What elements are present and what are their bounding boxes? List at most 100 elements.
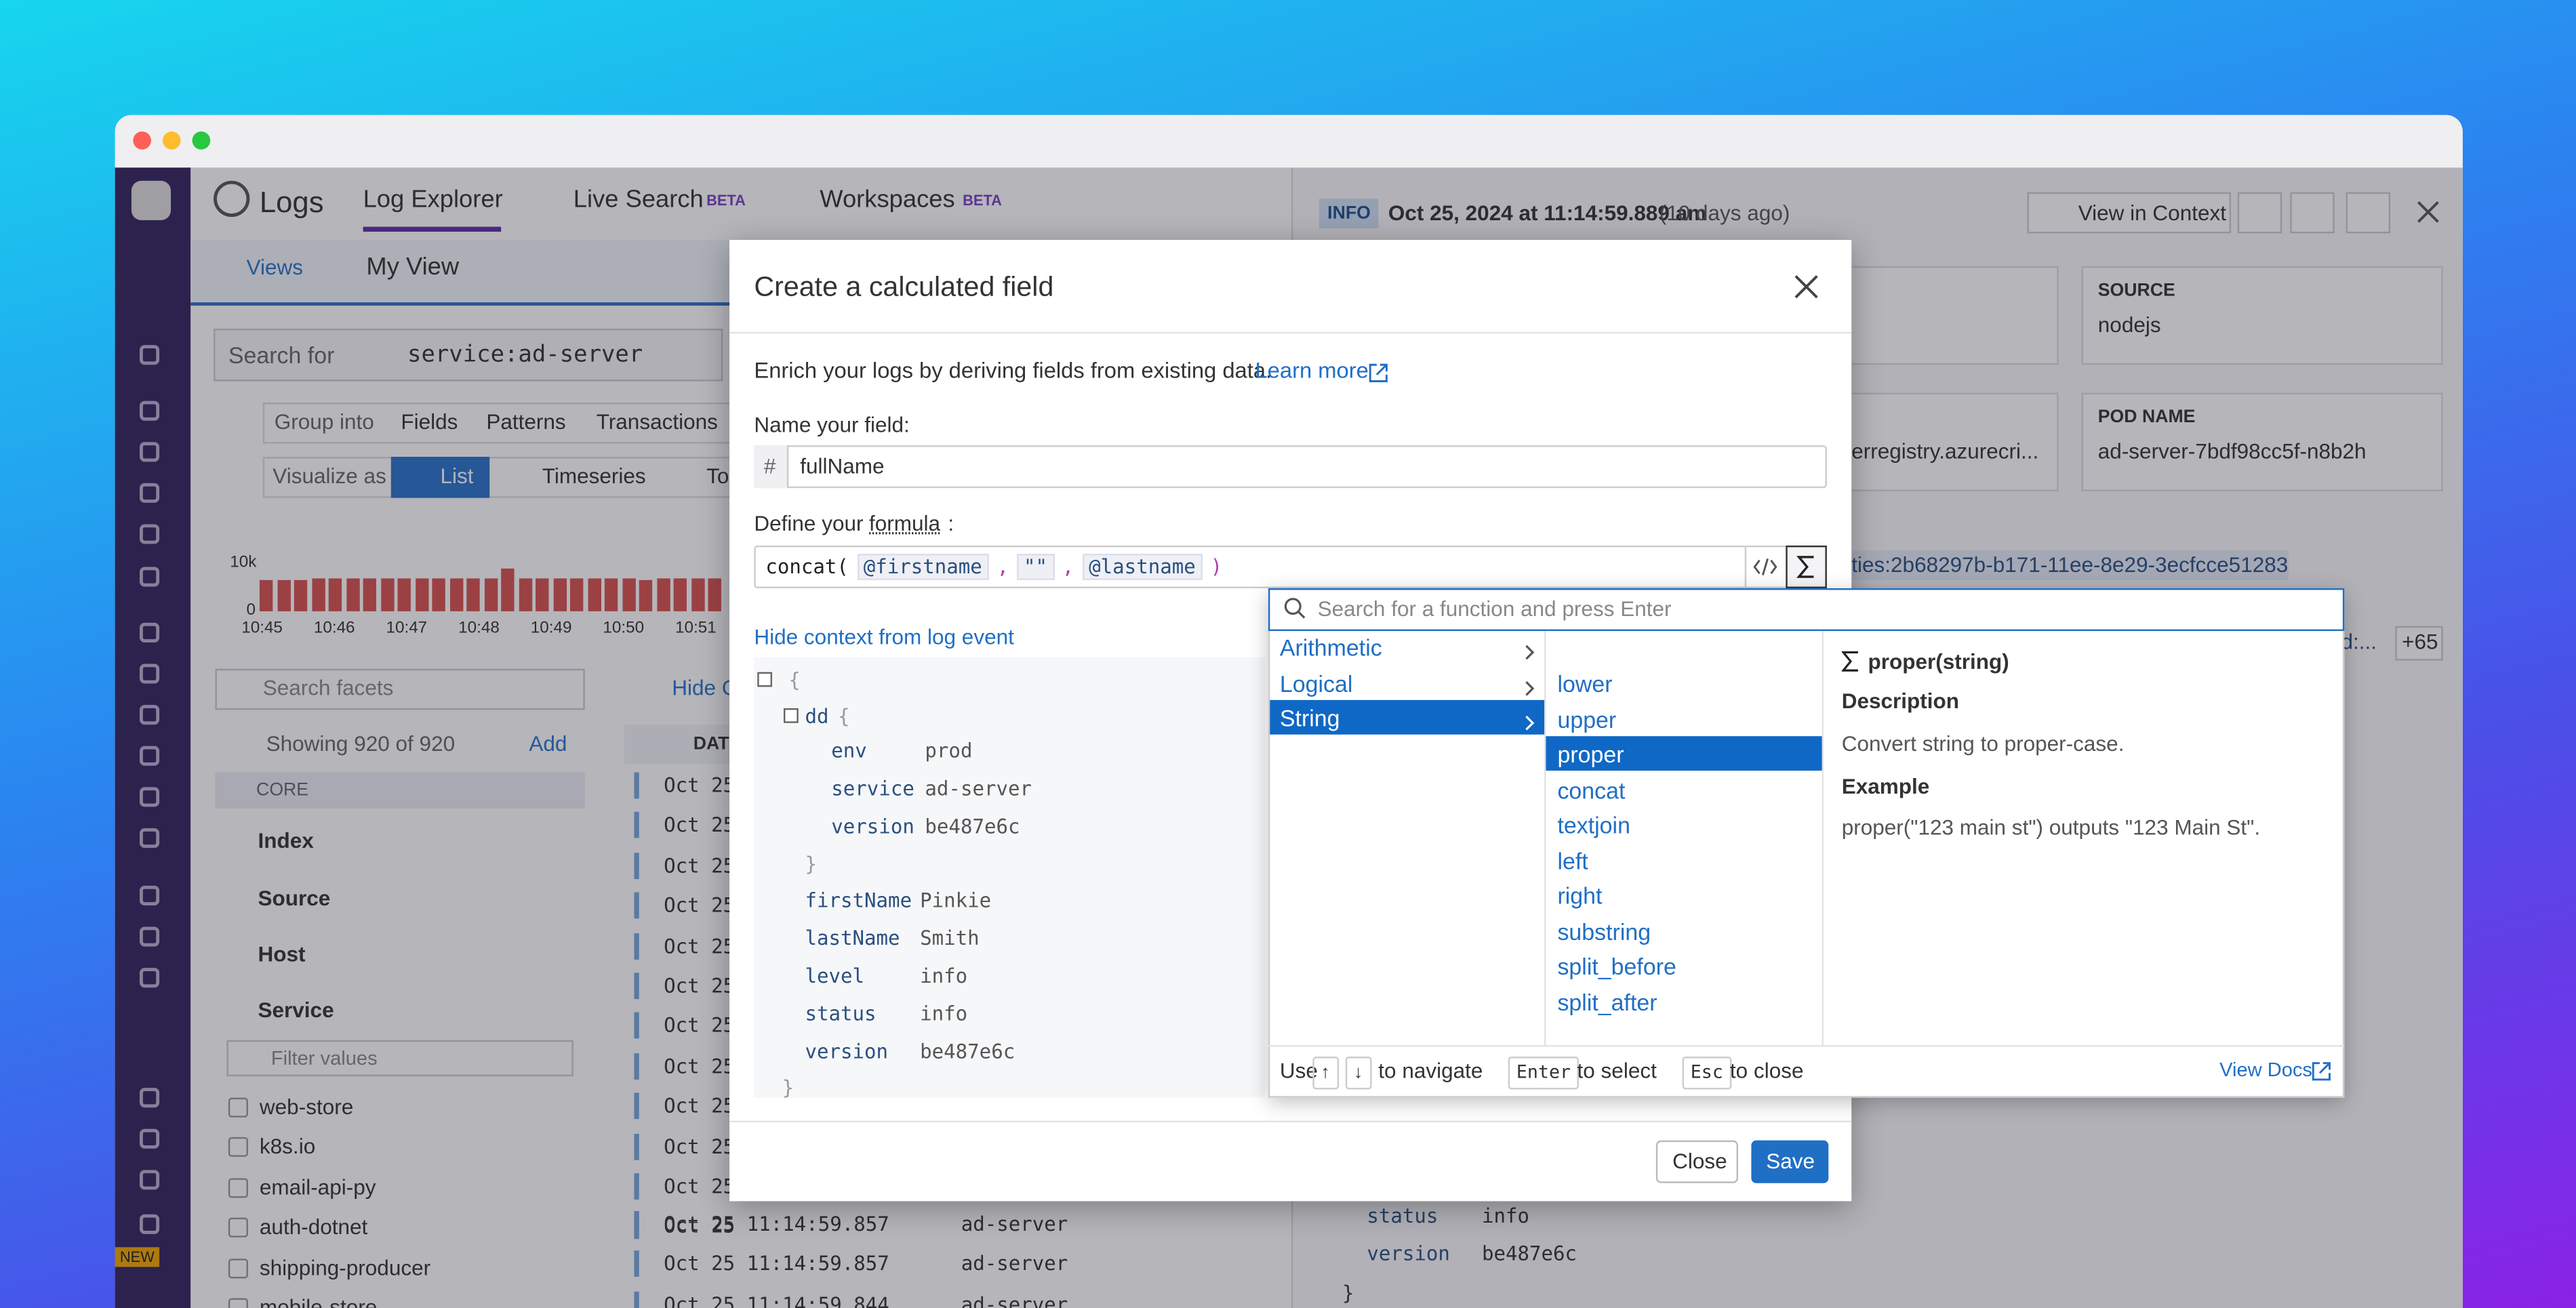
close-button[interactable] <box>1655 1140 1739 1183</box>
tag[interactable]: ties:2b68297b-b171-11ee-8e29-3ecfcce5128… <box>1851 550 2289 580</box>
nav-icon[interactable] <box>139 926 160 947</box>
viz-tab[interactable]: List <box>440 463 474 489</box>
nav-icon[interactable] <box>139 524 160 544</box>
learn-more-link[interactable]: Learn more <box>1255 358 1369 383</box>
function[interactable]: left <box>1557 846 1588 874</box>
category[interactable]: String <box>1279 705 1340 731</box>
service-facet[interactable]: shipping-producer <box>259 1254 431 1280</box>
function[interactable]: substring <box>1557 918 1651 944</box>
facet-group[interactable]: Host <box>258 941 306 966</box>
service-facet[interactable]: email-api-py <box>259 1174 376 1200</box>
function[interactable]: split_before <box>1557 953 1676 980</box>
chevron <box>1525 710 1536 731</box>
view-name[interactable]: My View <box>366 253 460 281</box>
viz-tab[interactable]: Timeseries <box>542 463 646 489</box>
nav-icon[interactable] <box>139 885 160 905</box>
checkbox[interactable] <box>228 1177 248 1198</box>
nav-tab[interactable]: Log Explorer <box>363 185 503 214</box>
search-icon <box>1284 598 1306 619</box>
more-tags-button[interactable] <box>2395 626 2443 661</box>
service-facet[interactable]: web-store <box>259 1094 354 1120</box>
checkbox[interactable] <box>228 1137 248 1158</box>
tag[interactable]: d:... <box>2341 629 2377 654</box>
nav-icon[interactable] <box>139 745 160 766</box>
facet-group[interactable]: Source <box>258 885 331 911</box>
name-input[interactable] <box>754 445 1827 489</box>
nav-tab[interactable]: Live Search <box>573 185 704 214</box>
new-badge: NEW <box>115 1247 160 1267</box>
log-date: Oct 25 <box>664 1095 736 1118</box>
checkbox[interactable] <box>228 1097 248 1118</box>
window-dot[interactable] <box>192 131 211 150</box>
function[interactable]: upper <box>1557 706 1617 733</box>
status-bar <box>634 1291 639 1308</box>
checkbox[interactable] <box>228 1298 248 1308</box>
log-date: Oct 25 11:14:59.857 <box>664 1252 889 1276</box>
function[interactable]: right <box>1557 882 1603 909</box>
histogram-bar <box>346 579 359 611</box>
facet-group[interactable]: Service <box>258 997 334 1023</box>
nav-icon[interactable] <box>139 401 160 421</box>
icon-button[interactable] <box>2237 192 2282 234</box>
nav-icon[interactable] <box>139 663 160 684</box>
function-search[interactable] <box>1268 588 2345 632</box>
hide-columns[interactable]: Hide C <box>672 675 738 700</box>
nav-icon[interactable] <box>139 1088 160 1108</box>
search-bar[interactable] <box>214 328 723 382</box>
category[interactable]: Logical <box>1279 670 1353 696</box>
function[interactable]: textjoin <box>1557 811 1630 838</box>
viz-tab[interactable]: To <box>706 463 729 489</box>
category[interactable]: Arithmetic <box>1279 634 1382 661</box>
nav-icon[interactable] <box>139 442 160 462</box>
function[interactable]: lower <box>1557 670 1613 697</box>
views-button[interactable]: Views <box>246 254 304 280</box>
nav-icon[interactable] <box>139 483 160 503</box>
icon-button[interactable] <box>2346 192 2391 234</box>
add-facet[interactable]: Add <box>529 731 567 756</box>
modal-title: Create a calculated field <box>754 271 1054 303</box>
checkbox[interactable] <box>228 1218 248 1238</box>
histogram-bar <box>380 579 394 611</box>
service-facet[interactable]: mobile-store <box>259 1294 378 1308</box>
collapse-toggle[interactable] <box>757 672 773 687</box>
facet-filter[interactable] <box>226 1040 573 1077</box>
json-value: Smith <box>920 926 980 950</box>
group-tab[interactable]: Patterns <box>486 409 566 434</box>
view-docs-link[interactable]: View Docs <box>2219 1058 2312 1082</box>
window-dot[interactable] <box>162 131 181 150</box>
icon-button[interactable] <box>2290 192 2335 234</box>
nav-icon[interactable] <box>139 622 160 643</box>
service-facet[interactable]: auth-dotnet <box>259 1214 368 1240</box>
hint: to select <box>1577 1058 1657 1083</box>
nav-icon[interactable] <box>139 1128 160 1149</box>
service-facet[interactable]: k8s.io <box>259 1134 316 1160</box>
nav-icon[interactable] <box>139 787 160 807</box>
checkbox[interactable] <box>228 1258 248 1278</box>
search-icon <box>1283 596 1308 621</box>
nav-icon[interactable] <box>139 345 160 365</box>
context-button[interactable] <box>2027 192 2232 234</box>
nav-icon[interactable] <box>139 828 160 849</box>
histogram-bar <box>466 577 480 611</box>
group-tab[interactable]: Fields <box>401 409 458 434</box>
nav-icon[interactable] <box>139 1214 160 1234</box>
nav-icon[interactable] <box>139 1170 160 1190</box>
code-button[interactable] <box>1744 545 1786 589</box>
group-tab[interactable]: Transactions <box>596 409 718 434</box>
nav-icon[interactable] <box>139 705 160 725</box>
histogram-bar <box>622 579 635 611</box>
function[interactable]: concat <box>1557 776 1626 803</box>
facet-group[interactable]: Index <box>258 828 314 853</box>
nav-icon[interactable] <box>139 567 160 587</box>
nav-tab[interactable]: Workspaces <box>820 185 955 214</box>
button-label: Save <box>1766 1148 1815 1174</box>
hide-context[interactable]: Hide context from log event <box>754 624 1014 649</box>
facet-search[interactable] <box>215 668 585 710</box>
save-button[interactable] <box>1751 1140 1829 1183</box>
log-date: Oct 25 <box>664 1135 736 1158</box>
collapse-toggle[interactable] <box>783 708 799 723</box>
window-dot[interactable] <box>133 131 151 150</box>
function[interactable]: proper <box>1557 741 1624 768</box>
nav-icon[interactable] <box>139 968 160 988</box>
function[interactable]: split_after <box>1557 988 1657 1015</box>
